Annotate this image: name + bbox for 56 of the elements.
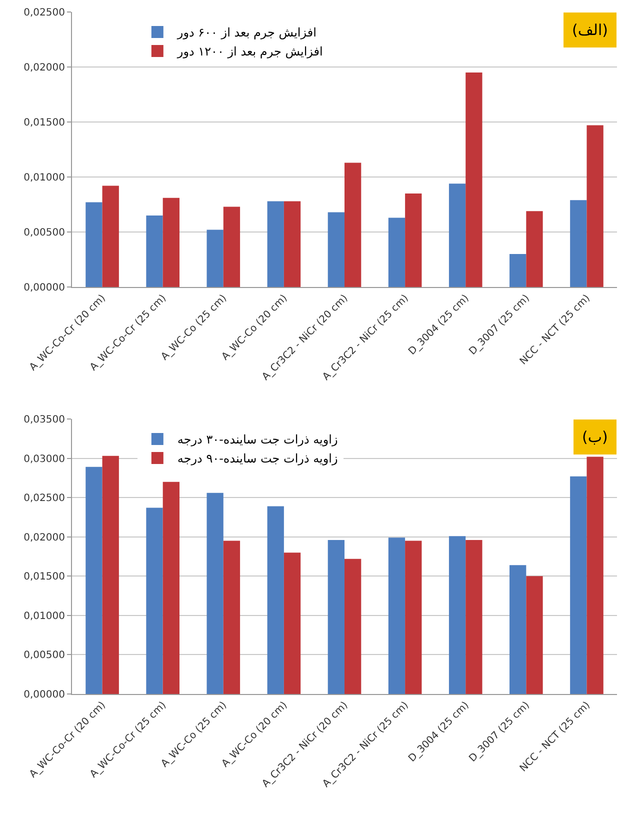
y-tick-label: 0,00500 (24, 228, 65, 238)
bar (526, 576, 543, 694)
bar (284, 552, 301, 694)
y-tick-label: 0,00500 (24, 650, 65, 662)
legend-label: زاویه ذرات جت ساینده-۹۰ درجه (177, 452, 338, 466)
y-tick-label: 0,01000 (24, 610, 65, 622)
bar (223, 206, 240, 287)
y-tick-label: 0,03500 (24, 414, 65, 426)
y-tick-label: 0,00000 (24, 690, 65, 700)
bar (328, 540, 344, 694)
bar (586, 125, 604, 287)
y-tick-label: 0,02000 (24, 62, 65, 74)
bar (448, 184, 466, 287)
y-tick-label: 0,01500 (24, 572, 65, 583)
bar (388, 538, 406, 694)
bar (570, 200, 587, 287)
bar (162, 198, 180, 287)
bar (86, 466, 102, 694)
bar (388, 218, 406, 287)
y-tick-label: 0,01500 (24, 118, 65, 128)
bar (526, 211, 543, 287)
bar (466, 540, 482, 694)
bar (586, 456, 604, 694)
bar (510, 565, 526, 694)
bar (344, 558, 362, 694)
y-tick-label: 0,02500 (24, 8, 65, 18)
y-tick-label: 0,00000 (24, 282, 65, 294)
bar (206, 492, 224, 694)
annotation: (ب) (582, 428, 608, 446)
bar (102, 456, 119, 694)
bar (344, 162, 362, 287)
bar (405, 540, 422, 694)
bar (267, 506, 284, 694)
legend-label: افزایش جرم بعد از ۶۰۰ دور (176, 26, 316, 40)
bar (448, 536, 466, 694)
y-tick-label: 0,03000 (24, 454, 65, 465)
bar (102, 186, 119, 287)
y-tick-label: 0,02000 (24, 532, 65, 544)
annotation: (الف) (572, 21, 608, 39)
bar (86, 202, 102, 287)
bar (206, 230, 224, 287)
y-tick-label: 0,02500 (24, 493, 65, 504)
bar (223, 540, 240, 694)
bar (146, 216, 163, 287)
bar (267, 201, 284, 287)
bar (570, 476, 587, 694)
bar (510, 254, 526, 287)
legend-label: افزایش جرم بعد از ۱۲۰۰ دور (176, 44, 323, 59)
y-tick-label: 0,01000 (24, 172, 65, 184)
legend-label: زاویه ذرات جت ساینده-۳۰ درجه (177, 432, 338, 447)
bar (466, 72, 482, 287)
bar (146, 508, 163, 694)
bar (284, 201, 301, 287)
bar (162, 482, 180, 694)
bar (405, 194, 422, 287)
bar (328, 212, 344, 287)
